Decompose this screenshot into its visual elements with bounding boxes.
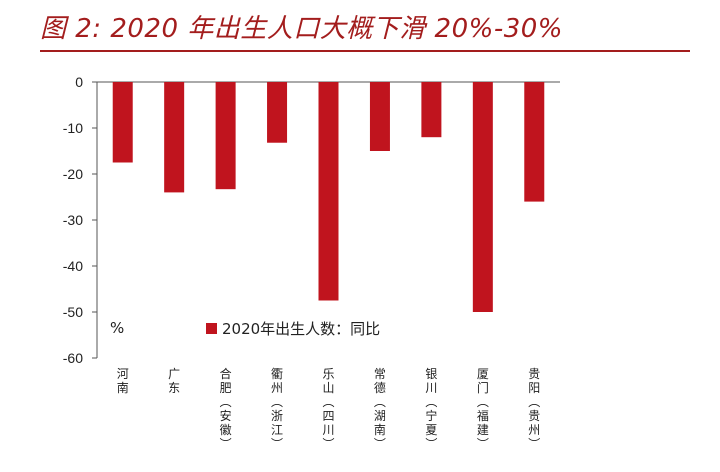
category-labels: 河南 广东 合肥︵安徽︶ 衢州︵浙江︶ 乐山︵四川︶ 常德︵湖南︶ 银川︵宁夏︶ 厦门︵福建︶…	[117, 366, 541, 451]
bar	[473, 82, 493, 312]
bar	[524, 82, 544, 202]
y-tick-label: -20	[63, 166, 83, 182]
category-label: 乐山︵四川︶	[322, 367, 334, 451]
legend: 2020年出生人数：同比	[206, 320, 380, 338]
legend-label: 2020年出生人数：同比	[222, 320, 380, 338]
y-tick-label: 0	[75, 74, 83, 90]
category-label: 常德︵湖南︶	[374, 367, 386, 451]
bar	[421, 82, 441, 137]
bar	[267, 82, 287, 143]
category-label: 合肥︵安徽︶	[220, 366, 232, 451]
category-label: 贵阳︵贵州︶	[528, 367, 540, 451]
category-label: 衢州︵浙江︶	[271, 367, 283, 451]
bar	[113, 82, 133, 163]
category-label: 厦门︵福建︶	[477, 367, 489, 451]
y-tick-label: -10	[63, 120, 83, 136]
bar	[216, 82, 236, 189]
category-label: 银川︵宁夏︶	[425, 367, 437, 451]
y-tick-label: -30	[63, 212, 83, 228]
bars	[113, 82, 545, 312]
y-tick-label: -40	[63, 258, 83, 274]
legend-swatch	[206, 323, 217, 334]
category-label: 广东	[168, 367, 180, 395]
bar	[164, 82, 184, 192]
bar	[370, 82, 390, 151]
y-tick-label: -60	[63, 350, 83, 366]
y-tick-label: -50	[63, 304, 83, 320]
bar	[319, 82, 339, 301]
category-label: 河南	[117, 367, 129, 395]
unit-label: %	[110, 319, 124, 337]
